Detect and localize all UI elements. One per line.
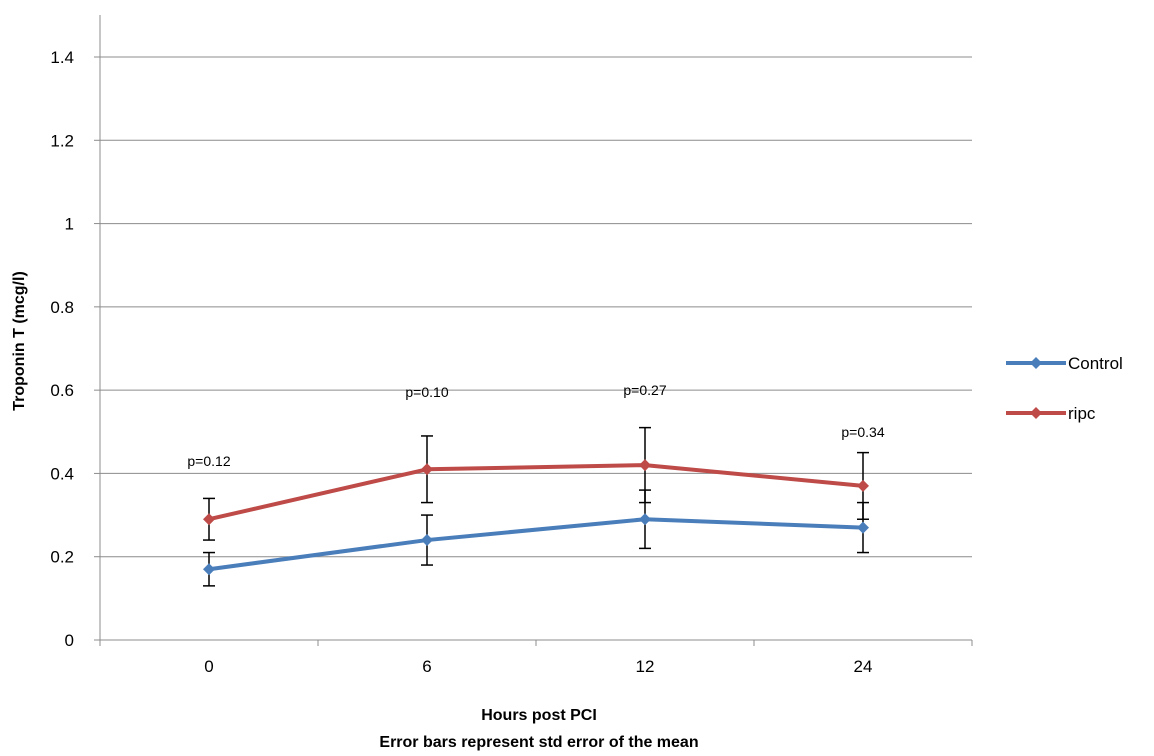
series-markers xyxy=(203,459,869,576)
x-tick-label: 12 xyxy=(636,657,655,676)
chart-subtitle: Error bars represent std error of the me… xyxy=(379,734,698,751)
error-bars xyxy=(203,426,869,587)
legend: Control ripc xyxy=(1006,354,1123,423)
data-point-Control xyxy=(421,534,433,547)
x-tick-labels: 0 6 12 24 xyxy=(204,657,872,676)
p-value-annotations: p=0.12 p=0.10 p=0.27 p=0.34 xyxy=(187,382,884,469)
y-tick-label: 1 xyxy=(65,215,74,234)
data-point-ripc xyxy=(639,459,651,472)
p-value-label: p=0.27 xyxy=(623,382,666,398)
y-tick-label: 1.4 xyxy=(50,48,74,67)
p-value-label: p=0.10 xyxy=(405,384,448,400)
data-point-ripc xyxy=(421,463,433,476)
p-value-label: p=0.34 xyxy=(841,424,884,440)
data-point-ripc xyxy=(857,479,869,492)
y-tick-label: 0.2 xyxy=(50,548,74,567)
x-tick-label: 0 xyxy=(204,657,213,676)
y-tick-label: 0.4 xyxy=(50,464,74,483)
data-point-Control xyxy=(857,521,869,534)
legend-marker-ripc xyxy=(1030,407,1042,419)
legend-label-ripc: ripc xyxy=(1068,404,1096,423)
y-tick-label: 0.6 xyxy=(50,381,74,400)
x-tick-label: 6 xyxy=(422,657,431,676)
y-tick-label: 1.2 xyxy=(50,131,74,150)
y-tick-label: 0.8 xyxy=(50,298,74,317)
data-point-Control xyxy=(639,513,651,526)
x-axis-title: Hours post PCI xyxy=(481,707,597,724)
series-lines xyxy=(208,463,864,572)
y-tick-labels: 0 0.2 0.4 0.6 0.8 1 1.2 1.4 xyxy=(50,48,74,650)
p-value-label: p=0.12 xyxy=(187,453,230,469)
legend-label-Control: Control xyxy=(1068,354,1123,373)
x-tick-label: 24 xyxy=(854,657,873,676)
y-tick-label: 0 xyxy=(65,631,74,650)
grid-lines xyxy=(100,56,972,558)
data-point-ripc xyxy=(203,513,215,526)
y-axis-title: Troponin T (mcg/l) xyxy=(11,271,28,411)
data-point-Control xyxy=(203,563,215,576)
legend-marker-Control xyxy=(1030,357,1042,369)
series-line-Control xyxy=(208,517,864,572)
series-line-ripc xyxy=(208,463,864,522)
axes xyxy=(94,15,973,646)
